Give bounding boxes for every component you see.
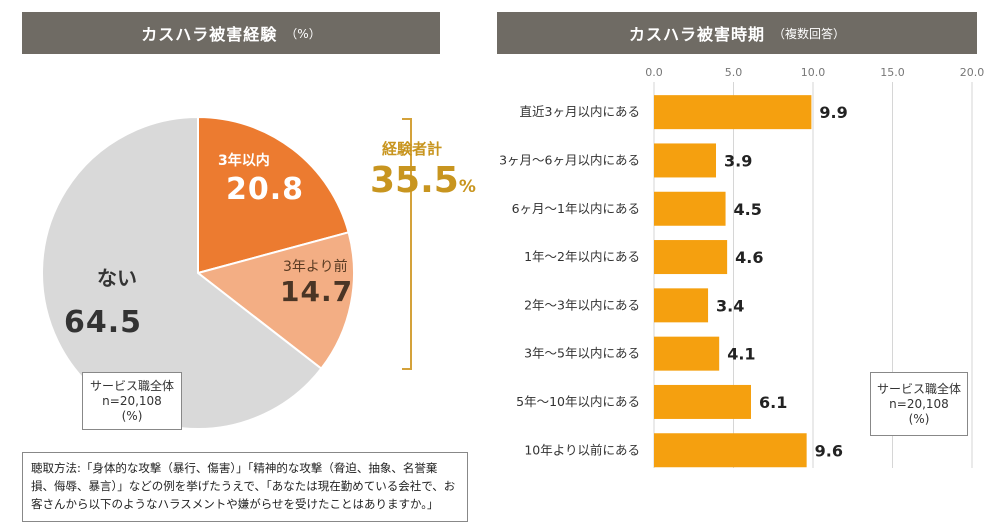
slice-value-before-3-years: 14.7	[280, 275, 354, 308]
slice-value-within-3-years: 20.8	[226, 172, 305, 207]
pie-slice-before-3-years	[195, 231, 355, 371]
pie-chart-title-unit: （%）	[285, 26, 321, 41]
bar-value-label: 6.1	[759, 393, 787, 412]
experience-total-unit: %	[458, 177, 476, 197]
bar-value-label: 4.6	[735, 248, 763, 267]
slice-label-before-3-years: 3年より前	[283, 259, 348, 275]
bar-value-label: 9.6	[815, 441, 843, 460]
slice-label-none: ない	[97, 266, 137, 290]
pie-slice-within-3-years	[197, 115, 350, 275]
bar-value-label: 3.9	[724, 151, 752, 170]
experience-total: 35.5%	[370, 160, 476, 201]
slice-label-within-3-years: 3年以内	[218, 153, 270, 169]
slice-value-none: 64.5	[64, 305, 143, 340]
bar	[654, 336, 720, 371]
bar-sample-box: サービス職全体 n=20,108 (%)	[870, 372, 968, 436]
pie-chart-header: カスハラ被害経験 （%）	[22, 12, 440, 54]
experience-total-label: 経験者計	[382, 140, 443, 158]
pie-chart	[41, 115, 355, 430]
experience-total-bracket	[402, 118, 412, 370]
x-tick-label: 20.0	[960, 66, 985, 79]
sample-size: n=20,108	[102, 393, 162, 408]
bar-chart-title: カスハラ被害時期	[628, 25, 765, 44]
sample-size: n=20,108	[889, 396, 949, 411]
x-tick-label: 0.0	[645, 66, 663, 79]
bar-value-label: 4.5	[734, 200, 762, 219]
pie-slice-none	[41, 115, 323, 430]
bar	[654, 240, 728, 275]
bar-category-label: 3年～5年以内にある	[524, 346, 640, 361]
x-tick-label: 15.0	[880, 66, 905, 79]
bar-chart-title-unit: （複数回答）	[773, 26, 846, 41]
sample-group: サービス職全体	[876, 381, 961, 396]
bar-chart: 0.0 5.0 10.0 15.0 20.0 直近3ヶ月以内にある 3ヶ月～6ヶ月以内にあ…	[499, 66, 985, 468]
pie-sample-box: サービス職全体 n=20,108 (%)	[82, 372, 182, 430]
bar-category-label: 6ヶ月～1年以内にある	[512, 201, 640, 216]
sample-group: サービス職全体	[89, 378, 174, 393]
bar	[654, 288, 709, 323]
bar-category-label: 5年～10年以内にある	[516, 394, 640, 409]
bar-value-label: 4.1	[727, 345, 755, 364]
bar-value-label: 9.9	[819, 103, 847, 122]
survey-method-note: 聴取方法:「身体的な攻撃（暴行、傷害）」「精神的な攻撃（脅迫、抽象、名誉棄損、侮…	[22, 452, 468, 522]
bar	[654, 95, 812, 130]
bar-chart-header: カスハラ被害時期 （複数回答）	[497, 12, 977, 54]
sample-unit: (%)	[908, 411, 930, 426]
sample-unit: (%)	[121, 408, 143, 423]
bar-value-label: 3.4	[716, 296, 744, 315]
experience-total-value: 35.5	[370, 160, 459, 201]
bar	[654, 143, 717, 178]
bar-category-label: 1年～2年以内にある	[524, 249, 640, 264]
bar	[654, 433, 807, 468]
x-tick-label: 5.0	[725, 66, 743, 79]
bar-category-label: 10年より以前にある	[524, 442, 640, 457]
bar	[654, 191, 726, 226]
pie-chart-title: カスハラ被害経験	[141, 25, 278, 44]
bar	[654, 384, 751, 419]
bar-category-label: 2年～3年以内にある	[524, 297, 640, 312]
x-tick-label: 10.0	[801, 66, 826, 79]
bar-category-label: 3ヶ月～6ヶ月以内にある	[499, 152, 640, 167]
bar-category-label: 直近3ヶ月以内にある	[520, 104, 640, 119]
